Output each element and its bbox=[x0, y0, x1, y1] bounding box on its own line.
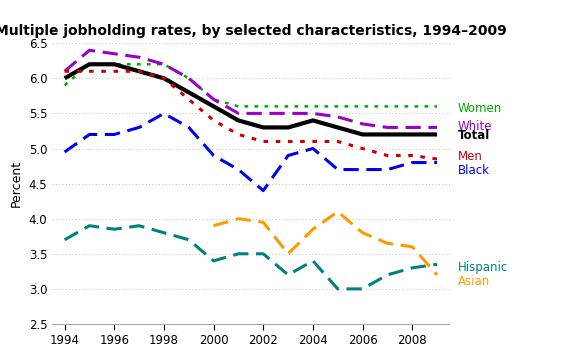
Text: Men: Men bbox=[458, 150, 483, 163]
Text: Women: Women bbox=[458, 102, 502, 115]
Text: White: White bbox=[458, 120, 492, 132]
Text: Asian: Asian bbox=[458, 275, 490, 288]
Text: Black: Black bbox=[458, 165, 490, 177]
Title: Multiple jobholding rates, by selected characteristics, 1994–2009: Multiple jobholding rates, by selected c… bbox=[0, 24, 507, 38]
Y-axis label: Percent: Percent bbox=[10, 160, 23, 207]
Text: Hispanic: Hispanic bbox=[458, 261, 508, 274]
Text: Total: Total bbox=[458, 129, 490, 142]
